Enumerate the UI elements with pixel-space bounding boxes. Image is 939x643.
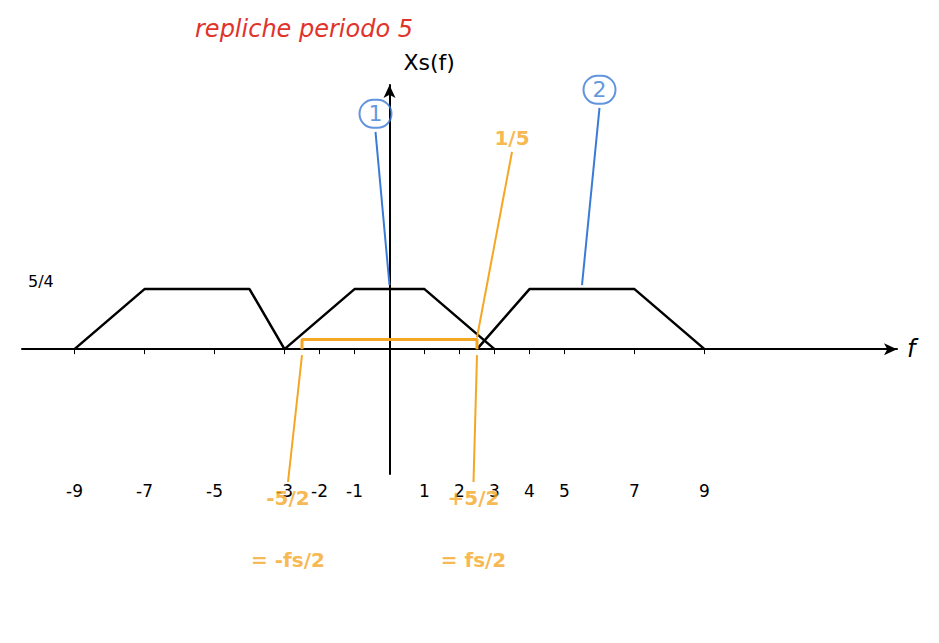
svg-text:-1: -1: [346, 481, 363, 501]
svg-text:7: 7: [629, 481, 640, 501]
svg-text:-7: -7: [136, 481, 153, 501]
svg-text:-2: -2: [311, 481, 328, 501]
svg-text:f: f: [907, 335, 919, 363]
svg-text:1: 1: [419, 481, 430, 501]
svg-text:-5/2: -5/2: [266, 486, 309, 510]
svg-text:Xs(f): Xs(f): [404, 50, 455, 75]
svg-text:repliche periodo 5: repliche periodo 5: [195, 15, 413, 43]
svg-text:= fs/2: = fs/2: [441, 548, 507, 572]
svg-text:5/4: 5/4: [28, 272, 54, 291]
svg-text:1: 1: [369, 101, 383, 126]
svg-text:-9: -9: [66, 481, 83, 501]
svg-text:-5: -5: [206, 481, 223, 501]
svg-text:1/5: 1/5: [494, 126, 529, 150]
svg-text:2: 2: [593, 77, 607, 102]
svg-text:5: 5: [559, 481, 570, 501]
svg-text:= -fs/2: = -fs/2: [251, 548, 325, 572]
svg-text:4: 4: [524, 481, 535, 501]
svg-text:9: 9: [699, 481, 710, 501]
svg-text:+5/2: +5/2: [448, 486, 500, 510]
